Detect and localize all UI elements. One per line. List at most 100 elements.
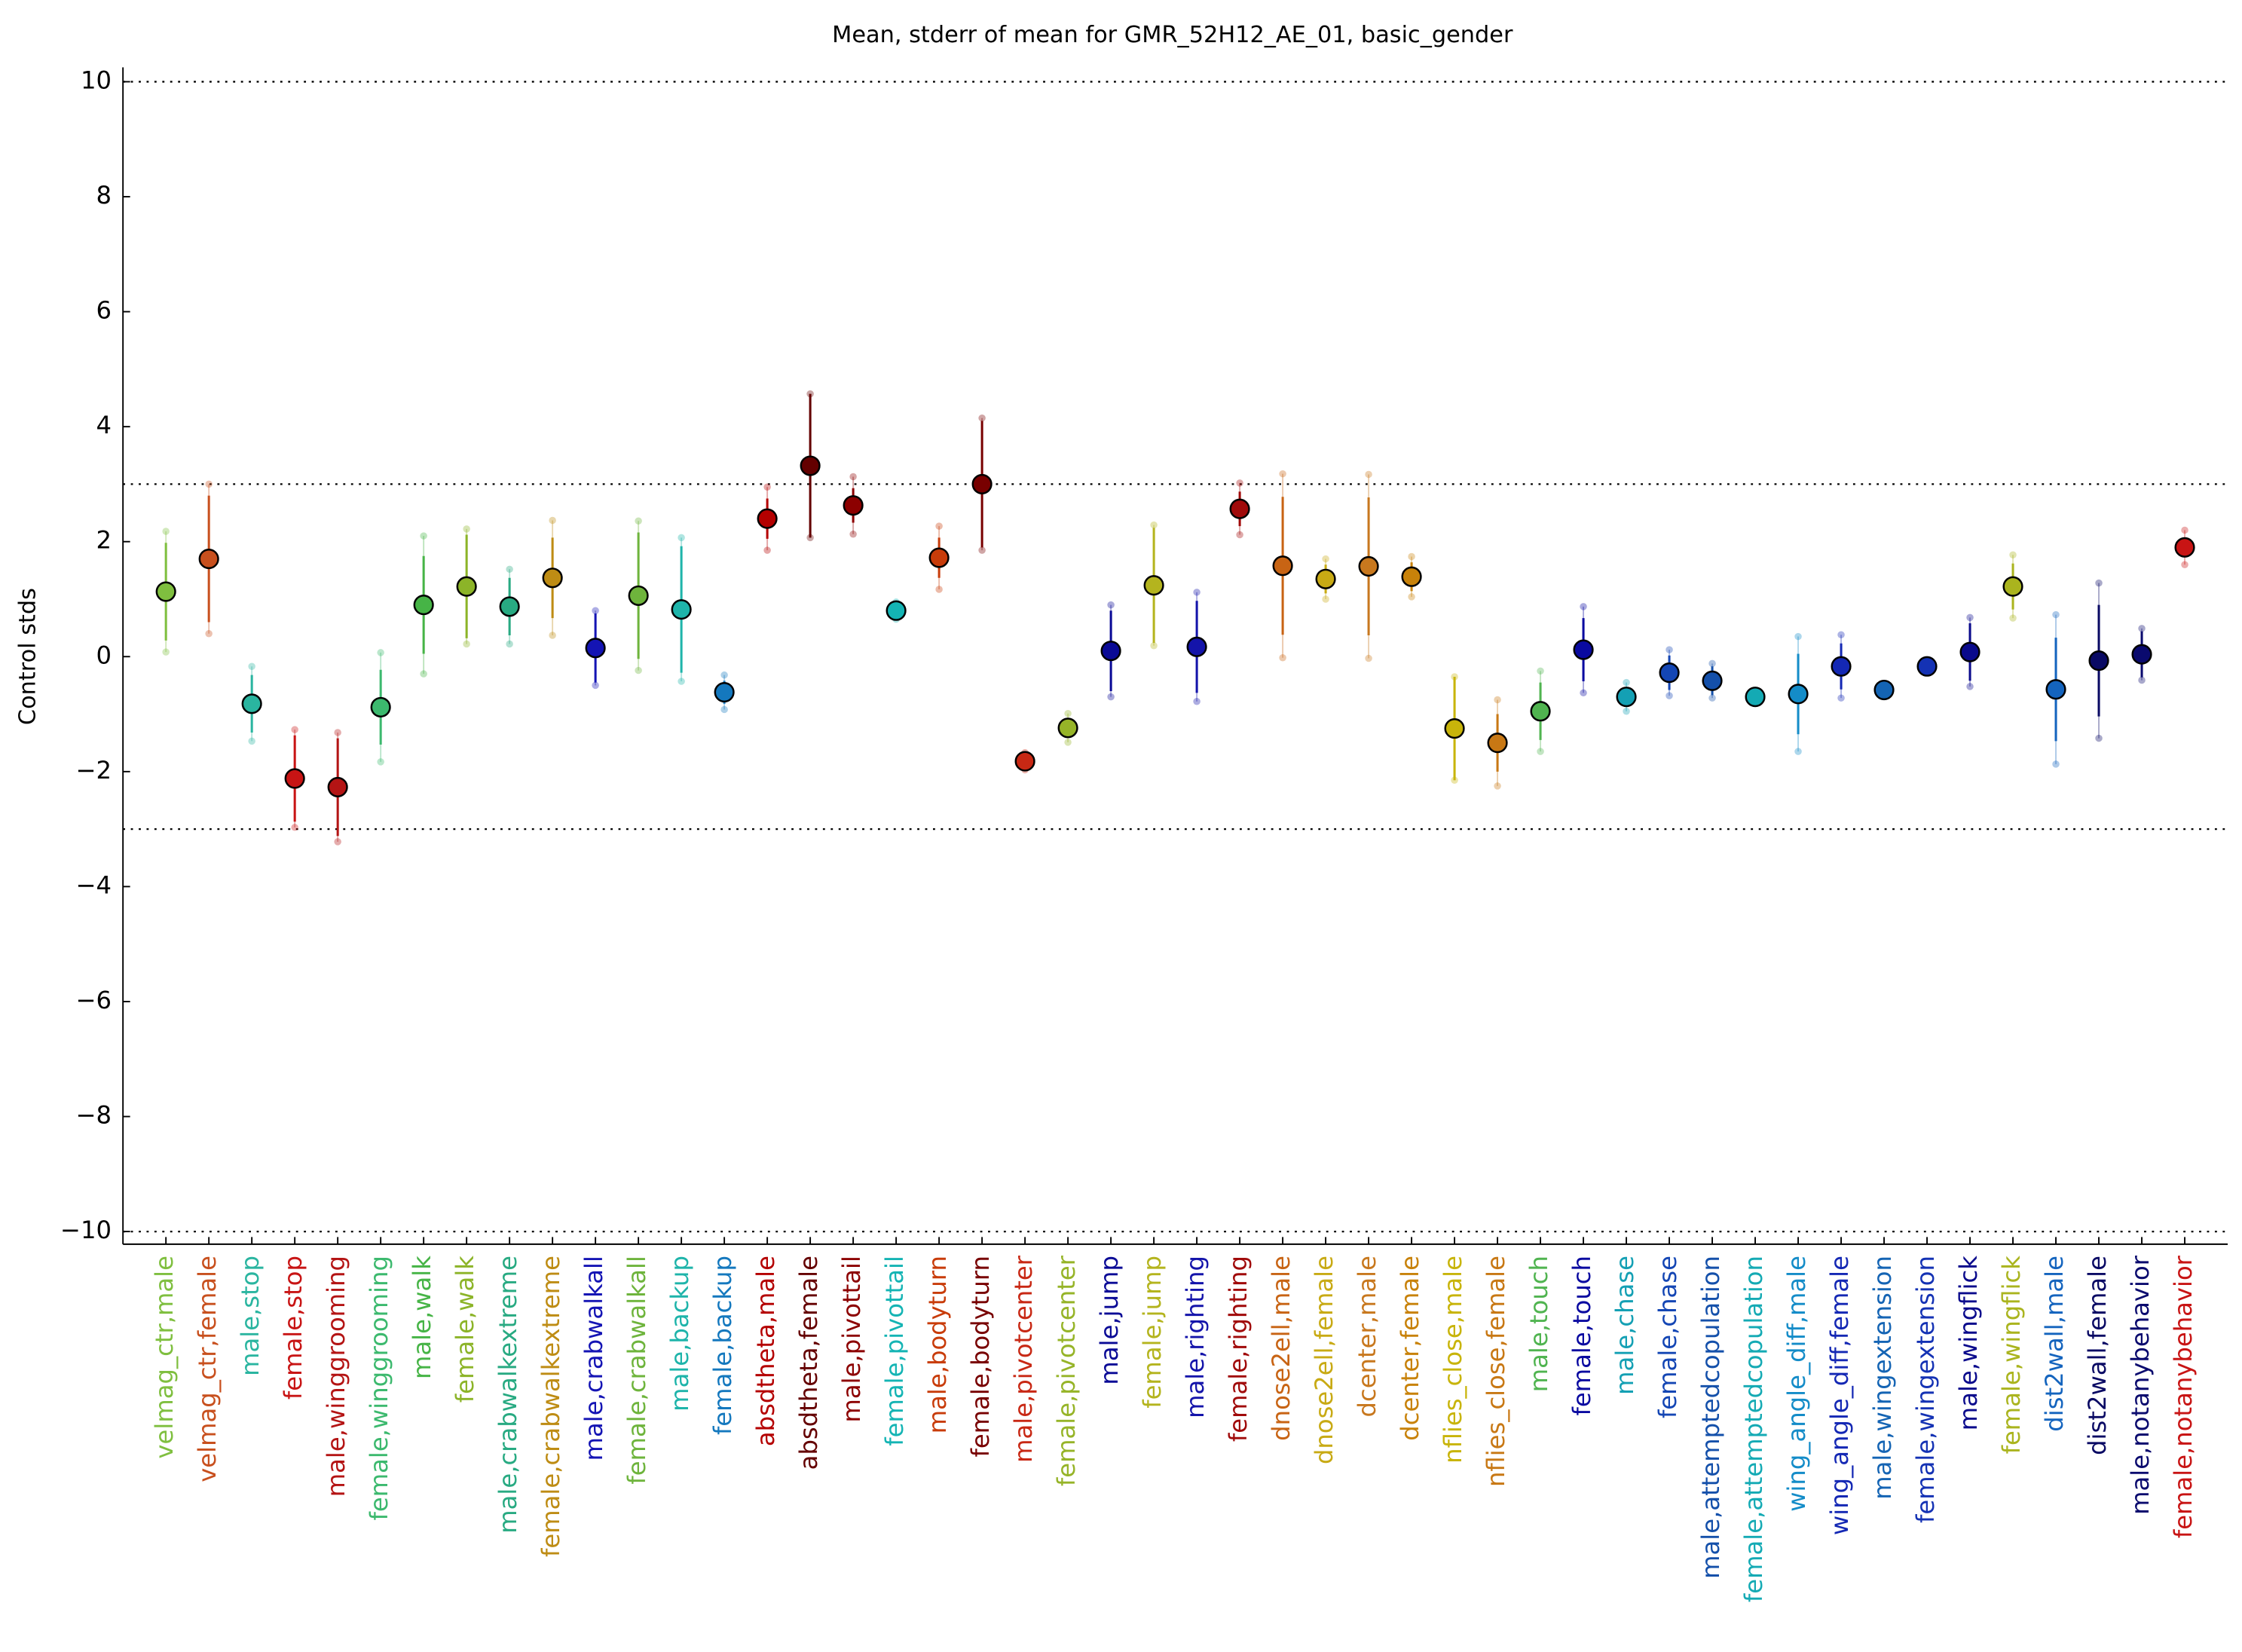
mean-marker — [2174, 537, 2195, 558]
y-tick-label: 2 — [96, 526, 112, 555]
x-tick-label: wing_angle_diff,male — [1782, 1256, 1811, 1512]
spread-dot — [1193, 589, 1201, 596]
x-tick-label: male,bodyturn — [923, 1256, 952, 1433]
spread-dot — [1064, 739, 1072, 746]
mean-marker — [585, 638, 606, 659]
x-tick-label: male,wingextension — [1868, 1256, 1897, 1500]
spread-dot — [2138, 676, 2146, 684]
chart-title: Mean, stderr of mean for GMR_52H12_AE_01… — [832, 22, 1513, 48]
y-tick-label: −10 — [60, 1216, 112, 1244]
x-tick-label: absdtheta,female — [794, 1256, 823, 1470]
spread-dot — [1064, 710, 1072, 717]
x-tick-label: dist2wall,female — [2083, 1256, 2112, 1455]
mean-marker — [284, 768, 305, 789]
mean-marker — [1444, 718, 1465, 739]
spread-dot — [1236, 531, 1243, 539]
mean-marker — [499, 596, 520, 617]
spread-dot — [635, 517, 642, 525]
spread-dot — [1665, 692, 1673, 699]
spread-dot — [1623, 678, 1630, 687]
x-tick-label: female,pivottail — [880, 1256, 909, 1446]
spread-dot — [1408, 593, 1415, 601]
mean-marker — [1788, 684, 1809, 705]
spread-dot — [763, 483, 771, 491]
spread-dot — [420, 670, 427, 678]
mean-marker — [198, 549, 219, 570]
x-tick-label: dnose2ell,female — [1310, 1256, 1338, 1464]
spread-dot — [377, 758, 384, 766]
spread-dot — [2052, 760, 2060, 768]
x-tick-label: male,winggrooming — [322, 1256, 350, 1497]
spread-dot — [1537, 748, 1544, 755]
x-tick-label: velmag_ctr,female — [193, 1256, 222, 1482]
mean-marker — [542, 567, 563, 589]
y-tick-label: 10 — [81, 66, 112, 94]
spread-dot — [1150, 521, 1158, 529]
x-tick-label: dcenter,female — [1396, 1256, 1424, 1441]
x-tick-label: male,crabwalkextreme — [494, 1256, 522, 1534]
spread-dot — [1494, 782, 1501, 790]
mean-marker — [843, 495, 864, 516]
x-tick-label: female,chase — [1653, 1256, 1682, 1418]
x-tick-label: male,righting — [1181, 1256, 1210, 1418]
spread-dot — [763, 546, 771, 554]
y-tick-label: −4 — [75, 870, 112, 899]
x-tick-label: male,backup — [665, 1256, 694, 1412]
y-axis-label: Control stds — [14, 588, 41, 725]
spread-dot — [377, 649, 384, 656]
spread-dot — [1193, 698, 1201, 705]
mean-marker — [1186, 636, 1207, 657]
spread-dot — [1837, 694, 1845, 702]
x-tick-label: female,righting — [1224, 1256, 1253, 1442]
spread-dot — [2181, 526, 2188, 534]
x-tick-label: male,notanybehavior — [2126, 1255, 2155, 1515]
x-tick-label: male,pivottail — [837, 1256, 866, 1422]
spread-dot — [677, 678, 685, 685]
mean-marker — [1916, 656, 1938, 677]
spread-dot — [1408, 552, 1415, 561]
spread-dot — [162, 648, 170, 656]
spread-dot — [2138, 625, 2146, 632]
mean-marker — [1573, 639, 1594, 660]
spread-dot — [1708, 694, 1716, 702]
x-tick-label: dcenter,male — [1353, 1256, 1381, 1417]
mean-marker — [2131, 644, 2152, 665]
y-tick-label: 6 — [96, 296, 112, 325]
spread-dot — [162, 528, 170, 535]
x-tick-label: velmag_ctr,male — [150, 1256, 179, 1459]
spread-dot — [935, 586, 943, 593]
spread-dot — [720, 671, 728, 679]
mean-marker — [1616, 687, 1637, 708]
mean-marker — [1959, 641, 1980, 662]
spread-dot — [1236, 479, 1243, 487]
x-tick-label: wing_angle_diff,female — [1825, 1256, 1854, 1535]
spread-dot — [592, 607, 599, 614]
spread-dot — [978, 414, 986, 422]
mean-marker — [628, 585, 649, 606]
spread-dot — [291, 824, 298, 831]
mean-marker — [1487, 733, 1508, 754]
x-tick-label: female,crabwalkextreme — [537, 1256, 565, 1557]
x-tick-label: female,touch — [1568, 1256, 1596, 1415]
mean-marker — [241, 693, 262, 714]
x-tick-label: female,backup — [708, 1256, 737, 1435]
x-tick-label: male,wingflick — [1954, 1256, 1983, 1430]
mean-marker — [2088, 650, 2109, 672]
spread-dot — [1665, 646, 1673, 653]
x-tick-label: female,bodyturn — [966, 1256, 995, 1457]
spread-dot — [248, 737, 255, 745]
x-tick-label: female,wingflick — [1997, 1256, 2026, 1455]
x-tick-label: male,crabwalkall — [580, 1256, 608, 1461]
x-tick-label: female,jump — [1138, 1256, 1167, 1409]
mean-marker — [971, 473, 993, 494]
mean-marker — [1831, 656, 1852, 677]
mean-marker — [1057, 717, 1078, 739]
spread-dot — [248, 662, 255, 670]
y-tick-label: −6 — [75, 986, 112, 1014]
spread-dot — [506, 565, 513, 574]
spread-dot — [334, 729, 341, 736]
spread-dot — [1322, 555, 1329, 563]
y-tick-label: −8 — [75, 1101, 112, 1130]
y-tick-label: 8 — [96, 181, 112, 210]
spread-dot — [205, 630, 213, 638]
